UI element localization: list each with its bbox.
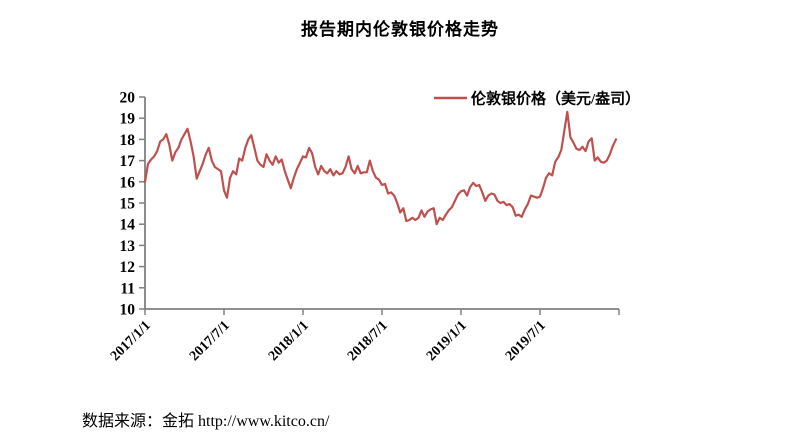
x-axis-label: 2018/7/1 <box>345 318 391 364</box>
chart-title: 报告期内伦敦银价格走势 <box>301 20 499 39</box>
legend-label: 伦敦银价格（美元/盎司） <box>471 90 640 108</box>
y-axis-label: 14 <box>120 217 136 234</box>
chart-axes: 10 11 12 13 14 15 16 17 18 19 20 2017/1/1 2017/7/1 20… <box>108 90 620 364</box>
x-axis-label: 2018/1/1 <box>266 318 312 364</box>
x-axis-label: 2017/7/1 <box>187 318 233 364</box>
x-axis-label: 2019/7/1 <box>503 318 549 364</box>
y-axis-label: 18 <box>120 132 136 149</box>
silver-price-line <box>143 110 618 226</box>
data-source: 数据来源：金拓 http://www.kitco.cn/ <box>82 413 330 430</box>
y-axis-label: 17 <box>120 153 136 170</box>
x-axis-label: 2019/1/1 <box>424 318 470 364</box>
y-axis-label: 11 <box>120 280 135 297</box>
y-axis-label: 13 <box>120 238 136 255</box>
y-axis-label: 15 <box>120 196 136 213</box>
x-axis-label: 2017/1/1 <box>108 318 154 364</box>
y-axis-label: 16 <box>120 174 136 191</box>
chart-legend: 伦敦银价格（美元/盎司） <box>434 90 640 108</box>
y-axis-label: 10 <box>120 302 136 319</box>
y-axis-label: 20 <box>120 90 136 107</box>
y-axis-label: 19 <box>120 111 136 128</box>
y-axis-label: 12 <box>120 259 136 276</box>
